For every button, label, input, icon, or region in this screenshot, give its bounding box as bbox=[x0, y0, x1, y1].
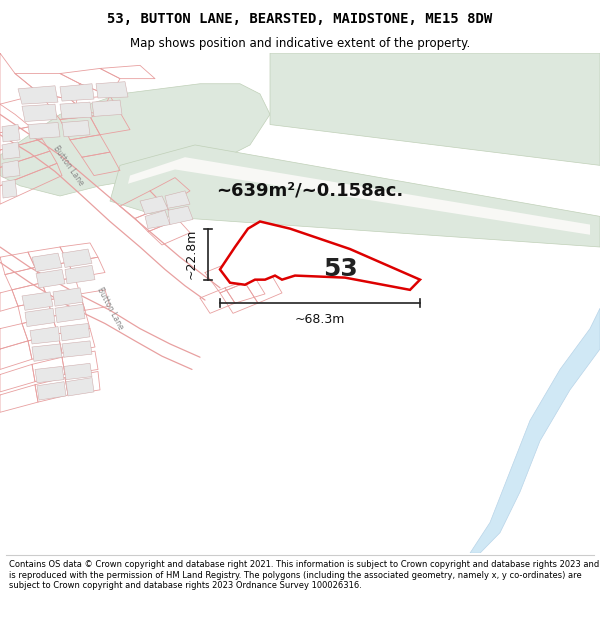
Polygon shape bbox=[145, 210, 170, 229]
Polygon shape bbox=[32, 253, 62, 271]
Polygon shape bbox=[2, 142, 20, 159]
Polygon shape bbox=[110, 145, 600, 247]
Text: 53: 53 bbox=[323, 258, 358, 281]
Polygon shape bbox=[30, 327, 60, 344]
Polygon shape bbox=[37, 382, 66, 400]
Polygon shape bbox=[53, 288, 83, 306]
Polygon shape bbox=[2, 179, 17, 198]
Polygon shape bbox=[22, 104, 57, 121]
Polygon shape bbox=[60, 324, 90, 341]
Polygon shape bbox=[32, 344, 62, 361]
Polygon shape bbox=[270, 53, 600, 166]
Text: Button Lane: Button Lane bbox=[51, 144, 85, 187]
Polygon shape bbox=[92, 100, 122, 116]
Polygon shape bbox=[2, 160, 20, 177]
Text: 53, BUTTON LANE, BEARSTED, MAIDSTONE, ME15 8DW: 53, BUTTON LANE, BEARSTED, MAIDSTONE, ME… bbox=[107, 12, 493, 26]
Text: ~22.8m: ~22.8m bbox=[185, 229, 198, 279]
Polygon shape bbox=[35, 366, 64, 382]
Polygon shape bbox=[140, 196, 168, 214]
Polygon shape bbox=[60, 84, 94, 101]
Polygon shape bbox=[62, 249, 92, 268]
Polygon shape bbox=[0, 84, 270, 196]
Polygon shape bbox=[64, 363, 92, 379]
Polygon shape bbox=[36, 269, 65, 288]
Text: ~68.3m: ~68.3m bbox=[295, 313, 345, 326]
Text: Map shows position and indicative extent of the property.: Map shows position and indicative extent… bbox=[130, 38, 470, 50]
Polygon shape bbox=[66, 378, 94, 396]
Polygon shape bbox=[28, 122, 60, 139]
Polygon shape bbox=[65, 266, 95, 284]
Polygon shape bbox=[18, 86, 58, 104]
Polygon shape bbox=[60, 102, 92, 118]
Text: Button Lane: Button Lane bbox=[95, 286, 125, 331]
Polygon shape bbox=[96, 82, 128, 98]
Polygon shape bbox=[165, 191, 190, 208]
Polygon shape bbox=[128, 158, 590, 235]
Polygon shape bbox=[25, 308, 55, 327]
Text: Contains OS data © Crown copyright and database right 2021. This information is : Contains OS data © Crown copyright and d… bbox=[9, 560, 599, 590]
Text: ~639m²/~0.158ac.: ~639m²/~0.158ac. bbox=[217, 182, 404, 200]
Polygon shape bbox=[55, 304, 85, 322]
Polygon shape bbox=[220, 221, 420, 290]
Polygon shape bbox=[2, 124, 20, 142]
Polygon shape bbox=[62, 121, 90, 137]
Polygon shape bbox=[168, 206, 193, 224]
Polygon shape bbox=[22, 292, 53, 310]
Polygon shape bbox=[62, 341, 92, 357]
Polygon shape bbox=[470, 308, 600, 553]
